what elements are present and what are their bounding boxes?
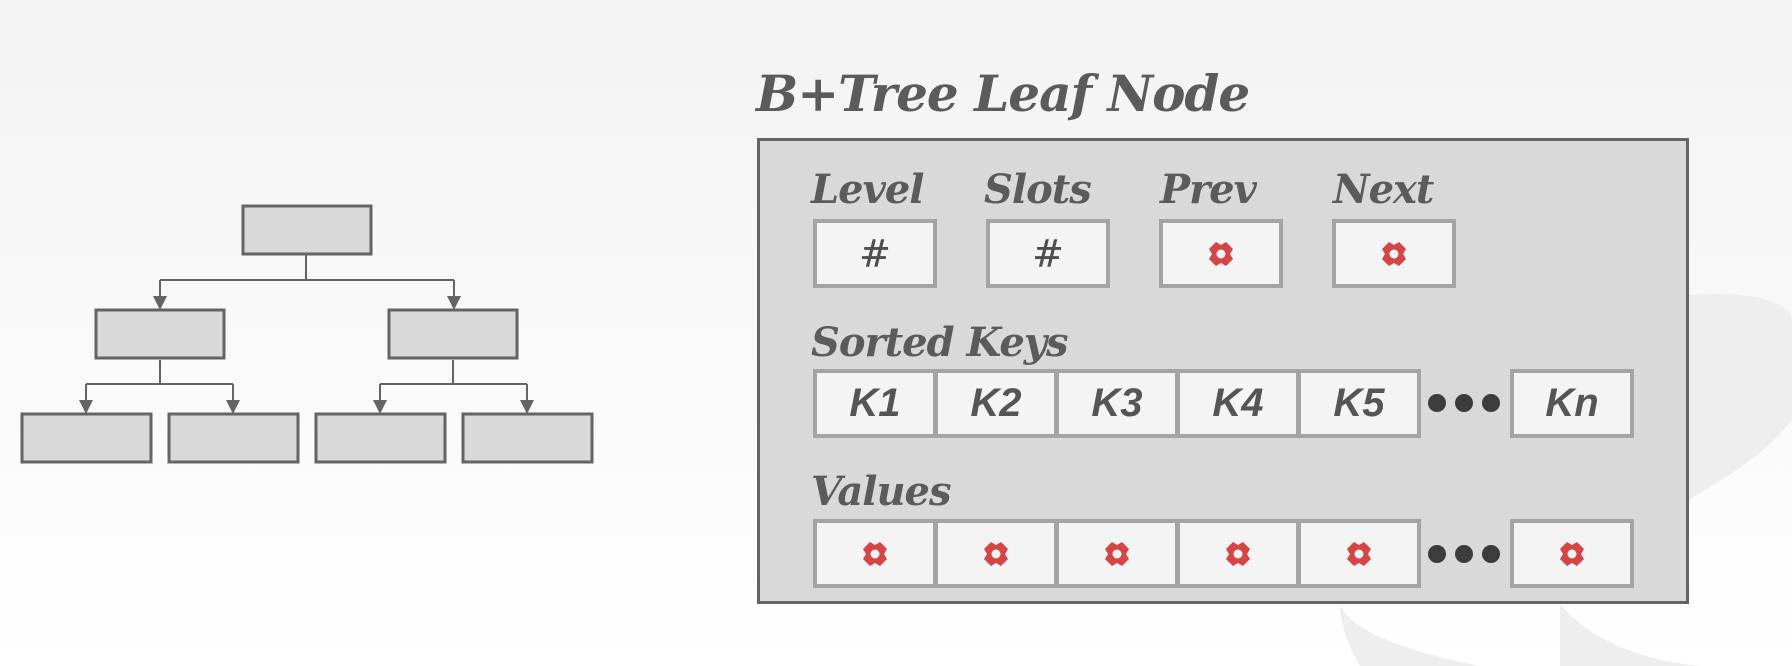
- key-text: Kn: [1545, 381, 1599, 425]
- arrow-head: [226, 400, 240, 414]
- slots-value: #: [1032, 231, 1064, 276]
- key-text: K5: [1333, 381, 1385, 425]
- diagram-title: B+Tree Leaf Node: [756, 64, 1250, 123]
- value-cell: [1297, 519, 1421, 588]
- next-label: Next: [1333, 166, 1434, 213]
- arrow-head: [79, 400, 93, 414]
- key-text: K1: [849, 381, 901, 425]
- value-cell: [1176, 519, 1300, 588]
- key-cell: K2: [934, 369, 1058, 438]
- key-text: K3: [1091, 381, 1143, 425]
- prev-field: [1159, 219, 1283, 288]
- left-connector: [85, 360, 234, 410]
- sorted-keys-label: Sorted Keys: [811, 319, 1069, 366]
- value-cell-last: [1510, 519, 1634, 588]
- key-cell: K4: [1176, 369, 1300, 438]
- key-cell: K1: [813, 369, 937, 438]
- level-label: Level: [811, 166, 924, 213]
- arrow-head: [153, 296, 167, 310]
- value-cell: [1055, 519, 1179, 588]
- value-cell: [813, 519, 937, 588]
- key-cell: K5: [1297, 369, 1421, 438]
- pointer-icon: [863, 542, 887, 566]
- btree-diagram: [20, 204, 594, 464]
- right-connector: [379, 360, 528, 410]
- arrow-head: [520, 400, 534, 414]
- pointer-icon: [1560, 542, 1584, 566]
- arrow-head: [447, 296, 461, 310]
- slots-label: Slots: [984, 166, 1092, 213]
- value-cell: [934, 519, 1058, 588]
- pointer-icon: [1382, 242, 1406, 266]
- values-label: Values: [811, 468, 952, 515]
- leaf-node-3: [314, 412, 447, 464]
- level-field: #: [813, 219, 937, 288]
- prev-label: Prev: [1160, 166, 1257, 213]
- pointer-icon: [1226, 542, 1250, 566]
- key-cell-last: Kn: [1510, 369, 1634, 438]
- ellipsis-dots: [1428, 394, 1500, 412]
- leaf-node-4: [461, 412, 594, 464]
- pointer-icon: [984, 542, 1008, 566]
- inner-node-left: [94, 308, 226, 360]
- slots-field: #: [986, 219, 1110, 288]
- inner-node-right: [387, 308, 519, 360]
- pointer-icon: [1209, 242, 1233, 266]
- key-cell: K3: [1055, 369, 1179, 438]
- pointer-icon: [1105, 542, 1129, 566]
- arrow-head: [373, 400, 387, 414]
- leaf-node-2: [167, 412, 300, 464]
- next-field: [1332, 219, 1456, 288]
- key-text: K2: [970, 381, 1022, 425]
- ellipsis-dots: [1428, 545, 1500, 563]
- root-node: [241, 204, 373, 256]
- root-connector: [159, 254, 455, 306]
- key-text: K4: [1212, 381, 1264, 425]
- level-value: #: [859, 231, 891, 276]
- pointer-icon: [1347, 542, 1371, 566]
- leaf-node-1: [20, 412, 153, 464]
